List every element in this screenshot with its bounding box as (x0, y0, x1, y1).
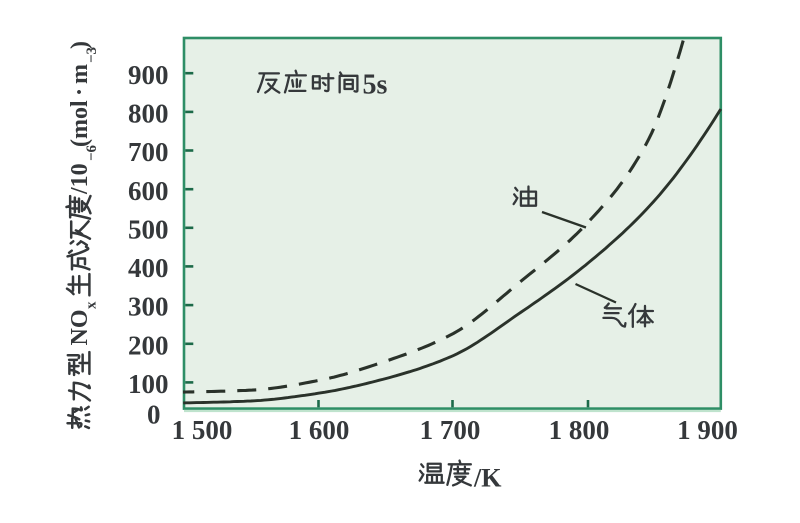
svg-text:700: 700 (128, 137, 169, 167)
svg-text:): ) (67, 41, 93, 49)
svg-text:1 700: 1 700 (420, 415, 481, 445)
svg-text:900: 900 (128, 60, 169, 90)
svg-text:5s: 5s (363, 70, 388, 101)
svg-text:0: 0 (147, 400, 161, 430)
svg-text:1 800: 1 800 (549, 415, 610, 445)
svg-text:500: 500 (128, 214, 169, 244)
svg-text:800: 800 (128, 99, 169, 129)
svg-text:−6: −6 (84, 144, 100, 161)
svg-text:1 500: 1 500 (172, 415, 233, 445)
svg-text:1 900: 1 900 (677, 415, 738, 445)
svg-text:100: 100 (128, 369, 169, 399)
svg-text:·: · (67, 88, 93, 96)
svg-text:/K: /K (473, 464, 502, 493)
svg-text:600: 600 (128, 176, 169, 206)
svg-text:300: 300 (128, 292, 169, 322)
svg-text:x: x (84, 301, 100, 309)
svg-text:NO: NO (67, 310, 93, 346)
svg-text:m: m (67, 64, 93, 84)
svg-text:200: 200 (128, 330, 169, 360)
svg-text:400: 400 (128, 253, 169, 283)
svg-text:1 600: 1 600 (289, 415, 350, 445)
svg-text:−3: −3 (84, 47, 100, 63)
svg-text:/10: /10 (67, 163, 93, 195)
svg-text:(mol: (mol (67, 100, 93, 147)
